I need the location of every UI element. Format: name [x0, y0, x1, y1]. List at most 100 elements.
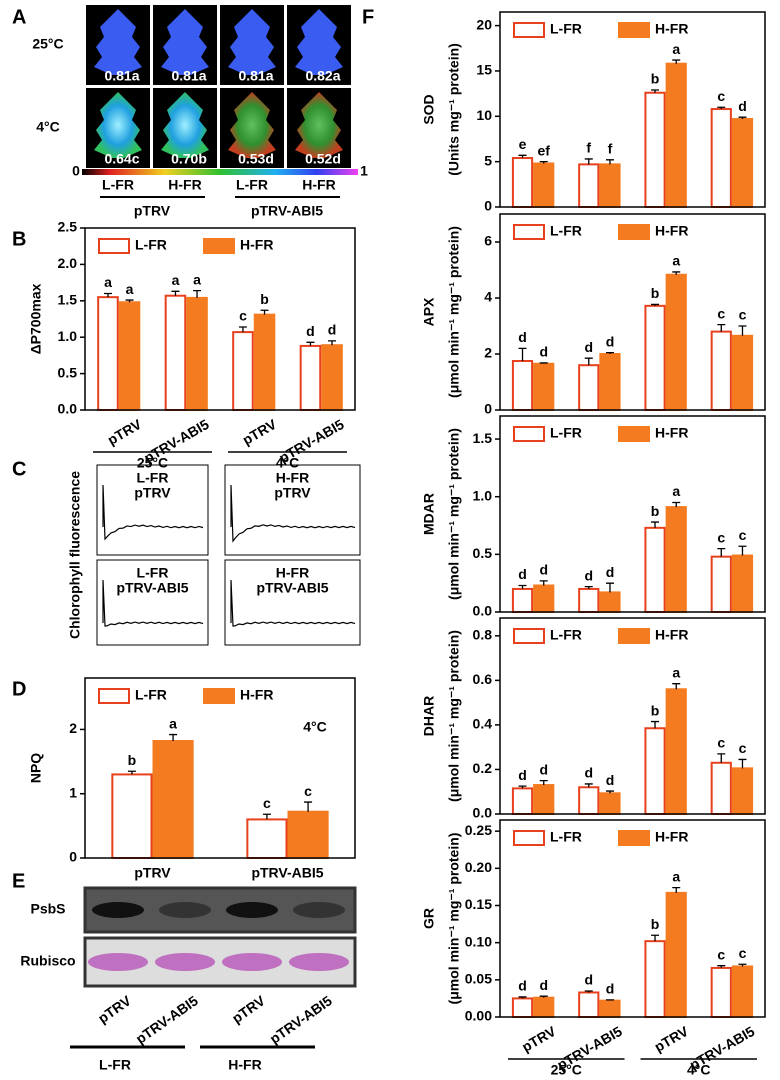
bar [578, 163, 600, 208]
error-bar [738, 758, 747, 769]
legend-swatch [618, 224, 650, 240]
x-tick-label: pTRV [134, 865, 171, 881]
y-axis-label: SOD [421, 94, 437, 124]
lane-label: L-FR [102, 177, 134, 193]
significance-letter: b [260, 291, 269, 307]
trace-box [224, 464, 361, 556]
y-tick-label: 1.5 [58, 292, 78, 308]
significance-letter: c [739, 307, 747, 323]
bar [511, 787, 534, 815]
bar [533, 584, 555, 614]
error-bar [672, 271, 681, 275]
error-bar [584, 158, 593, 165]
x-tick-label: pTRV [105, 416, 145, 448]
y-tick-label: 1.0 [473, 487, 493, 503]
bar [111, 773, 153, 860]
y-axis-label: APX [421, 297, 437, 326]
group-label: 4°C [687, 1062, 711, 1078]
y-tick-label: 0.00 [465, 1008, 492, 1024]
trace-label: L-FR [137, 565, 169, 581]
leaf [228, 92, 276, 158]
legend-swatch [98, 238, 130, 254]
bar [533, 162, 555, 209]
panel-label: F [362, 6, 374, 28]
legend-label: H-FR [655, 829, 688, 845]
significance-letter: c [304, 783, 312, 799]
error-bar [717, 965, 726, 968]
error-bar [171, 290, 180, 296]
bar [644, 304, 666, 411]
bar [731, 767, 754, 815]
significance-letter: c [717, 529, 725, 545]
y-tick-label: 1.0 [58, 328, 78, 344]
significance-letter: c [717, 946, 725, 962]
y-axis-unit: (μmol min⁻¹ mg⁻¹ protein) [446, 833, 462, 1005]
lane-label: H-FR [302, 177, 335, 193]
plot-frame [499, 11, 766, 208]
fv-fm-value: 0.81a [104, 68, 139, 84]
legend-label: L-FR [550, 627, 582, 643]
y-tick-label: 0.0 [58, 401, 78, 417]
fv-fm-value: 0.70b [171, 151, 207, 167]
fv-fm-value: 0.64c [104, 151, 139, 167]
error-bar [605, 999, 614, 1001]
group-label: pTRV-ABI5 [251, 203, 323, 219]
fv-fm-value: 0.81a [171, 68, 206, 84]
trace-box [96, 559, 209, 646]
error-bar [584, 585, 593, 589]
y-tick-label: 2.0 [58, 255, 78, 271]
bar [164, 294, 187, 412]
band [226, 902, 278, 918]
group-label: 25°C [551, 1062, 582, 1078]
bar [644, 91, 666, 208]
error-bar [539, 580, 548, 586]
legend-swatch [513, 224, 545, 240]
y-tick-label: 15 [476, 62, 492, 78]
legend-label: L-FR [550, 223, 582, 239]
bar [599, 999, 621, 1018]
bar [232, 331, 254, 412]
plot-frame [499, 617, 766, 815]
y-tick-label: 0.0 [473, 805, 493, 821]
trace-label: H-FR [276, 565, 309, 581]
significance-letter: e [519, 136, 527, 152]
trace-label: pTRV [134, 485, 171, 501]
leaf [161, 92, 209, 158]
band [222, 953, 282, 971]
bar [578, 587, 600, 613]
significance-letter: d [518, 978, 527, 994]
legend-swatch [513, 22, 545, 38]
fluorescence-trace [102, 484, 204, 541]
significance-letter: a [193, 271, 201, 287]
panel-label: C [12, 458, 26, 480]
error-bar [605, 582, 614, 593]
group-label: H-FR [228, 1057, 261, 1073]
error-bar [672, 501, 681, 508]
band [289, 953, 349, 971]
significance-letter: b [651, 916, 660, 932]
error-bar [306, 341, 315, 346]
significance-letter: a [126, 281, 134, 297]
group-label: pTRV [134, 203, 171, 219]
significance-letter: d [328, 322, 337, 338]
bar [665, 506, 687, 614]
significance-letter: c [717, 305, 725, 321]
legend-swatch [618, 22, 650, 38]
trace-label: L-FR [137, 470, 169, 486]
significance-letter: c [739, 945, 747, 961]
band [155, 953, 215, 971]
significance-letter: d [584, 567, 593, 583]
error-bar [584, 783, 593, 788]
error-bar [169, 733, 178, 741]
significance-letter: d [584, 339, 593, 355]
y-tick-label: 20 [476, 16, 492, 32]
bar [246, 818, 288, 860]
significance-letter: a [104, 274, 112, 290]
trace-label: pTRV-ABI5 [116, 580, 188, 596]
x-tick-label: pTRV [240, 416, 280, 448]
x-tick-label: pTRV-ABI5 [251, 865, 323, 881]
panel-label: B [12, 228, 26, 250]
y-tick-label: 0 [69, 849, 77, 865]
bar [710, 108, 732, 208]
y-axis-unit: (μmol min⁻¹ mg⁻¹ protein) [446, 226, 462, 398]
